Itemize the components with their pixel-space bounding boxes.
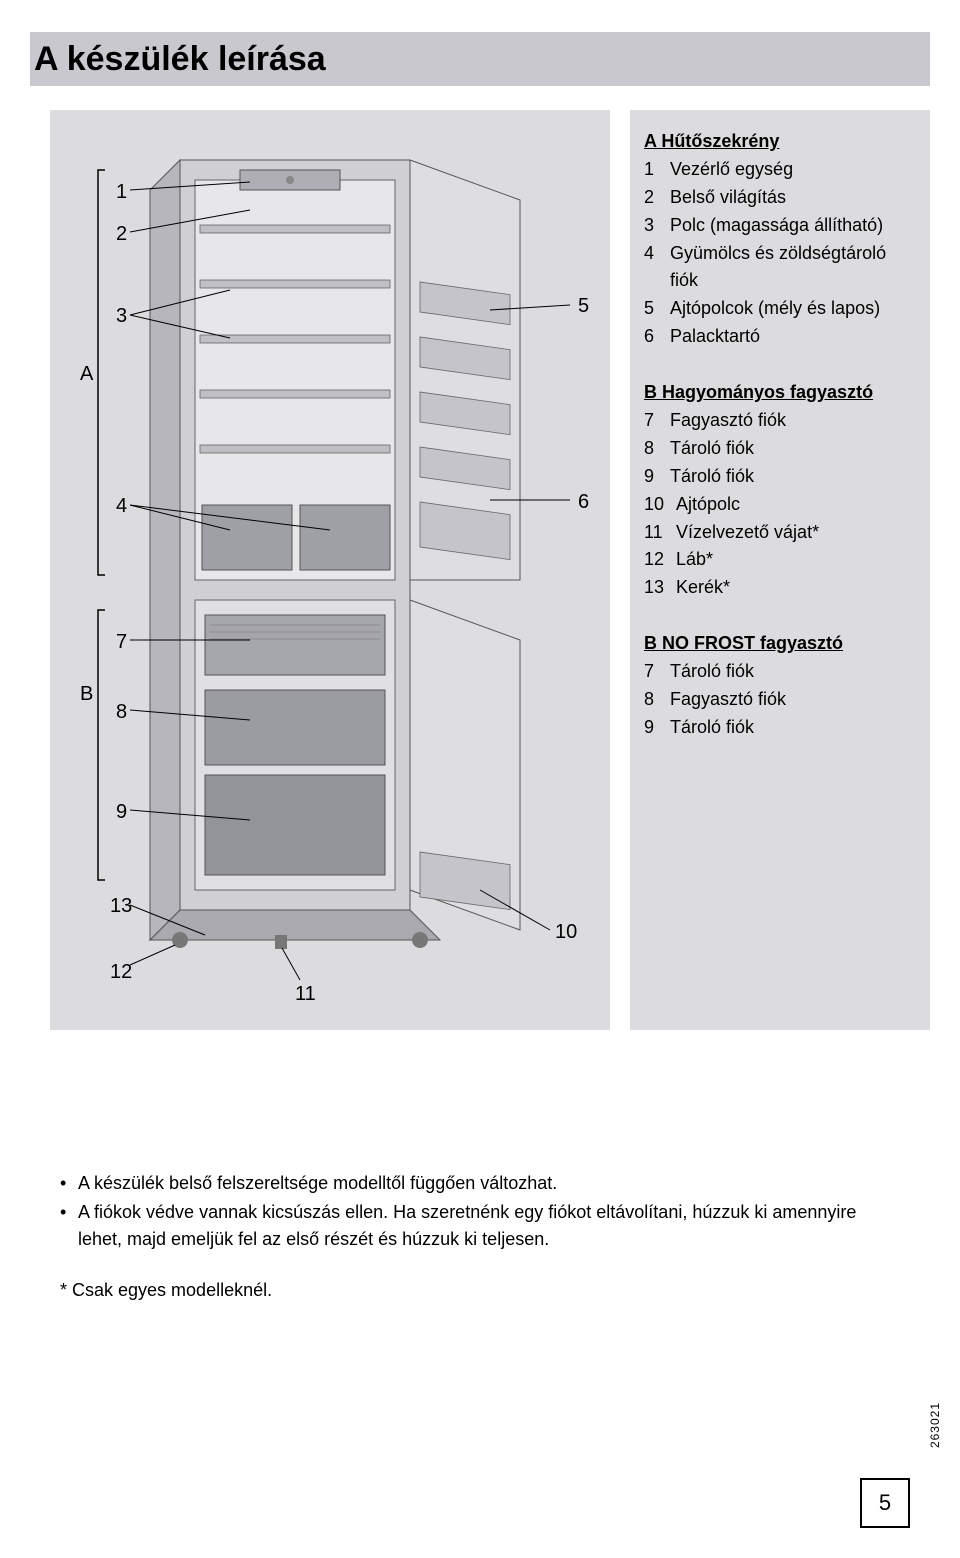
legend-item: 8Tároló fiók — [644, 435, 916, 463]
side-code: 263021 — [928, 1402, 942, 1448]
callout-4: 4 — [116, 495, 127, 517]
note-bullet: • A készülék belső felszereltsége modell… — [60, 1170, 900, 1197]
legend-item: 2Belső világítás — [644, 184, 916, 212]
legend-item: 3Polc (magassága állítható) — [644, 212, 916, 240]
callout-12: 12 — [110, 961, 132, 983]
page: A készülék leírása — [0, 0, 960, 1558]
legend-panel: A Hűtőszekrény 1Vezérlő egység 2Belső vi… — [630, 110, 930, 1030]
legend-section-b1-title: B Hagyományos fagyasztó — [644, 379, 916, 407]
legend-item: 4Gyümölcs és zöldségtároló fiók — [644, 240, 916, 296]
page-number: 5 — [860, 1478, 910, 1528]
legend-item: 10Ajtópolc — [644, 491, 916, 519]
legend-item: 13Kerék* — [644, 574, 916, 602]
callout-2: 2 — [116, 223, 127, 245]
callout-3: 3 — [116, 305, 127, 327]
legend-item: 1Vezérlő egység — [644, 156, 916, 184]
legend-item: 7Tároló fiók — [644, 658, 916, 686]
legend-item: 7Fagyasztó fiók — [644, 407, 916, 435]
callout-10: 10 — [555, 921, 577, 943]
legend-item: 5Ajtópolcok (mély és lapos) — [644, 295, 916, 323]
legend-item: 6Palacktartó — [644, 323, 916, 351]
callout-B: B — [80, 683, 93, 705]
title-band: A készülék leírása — [30, 32, 930, 86]
bullet-icon: • — [60, 1199, 66, 1253]
callout-1: 1 — [116, 181, 127, 203]
callout-8: 8 — [116, 701, 127, 723]
callout-7: 7 — [116, 631, 127, 653]
note-footer: * Csak egyes modelleknél. — [60, 1277, 900, 1304]
note-bullet: • A fiókok védve vannak kicsúszás ellen.… — [60, 1199, 900, 1253]
legend-section-b2-title: B NO FROST fagyasztó — [644, 630, 916, 658]
callout-11: 11 — [295, 983, 316, 1005]
callout-6: 6 — [578, 491, 589, 513]
legend-item: 12Láb* — [644, 546, 916, 574]
notes-block: • A készülék belső felszereltsége modell… — [60, 1170, 900, 1304]
callout-13: 13 — [110, 895, 132, 917]
fridge-diagram: A B 1 2 3 4 5 6 7 8 9 10 11 12 13 — [50, 110, 610, 1030]
callout-9: 9 — [116, 801, 127, 823]
bullet-icon: • — [60, 1170, 66, 1197]
legend-item: 9Tároló fiók — [644, 714, 916, 742]
figure-panel: A B 1 2 3 4 5 6 7 8 9 10 11 12 13 — [50, 110, 610, 1030]
legend-item: 9Tároló fiók — [644, 463, 916, 491]
legend-item: 11Vízelvezető vájat* — [644, 519, 916, 547]
page-title: A készülék leírása — [34, 40, 326, 79]
note-text: A fiókok védve vannak kicsúszás ellen. H… — [78, 1199, 900, 1253]
note-text: A készülék belső felszereltsége modelltő… — [78, 1170, 557, 1197]
legend-section-a-title: A Hűtőszekrény — [644, 128, 916, 156]
legend-item: 8Fagyasztó fiók — [644, 686, 916, 714]
callout-A: A — [80, 363, 94, 385]
callout-5: 5 — [578, 295, 589, 317]
